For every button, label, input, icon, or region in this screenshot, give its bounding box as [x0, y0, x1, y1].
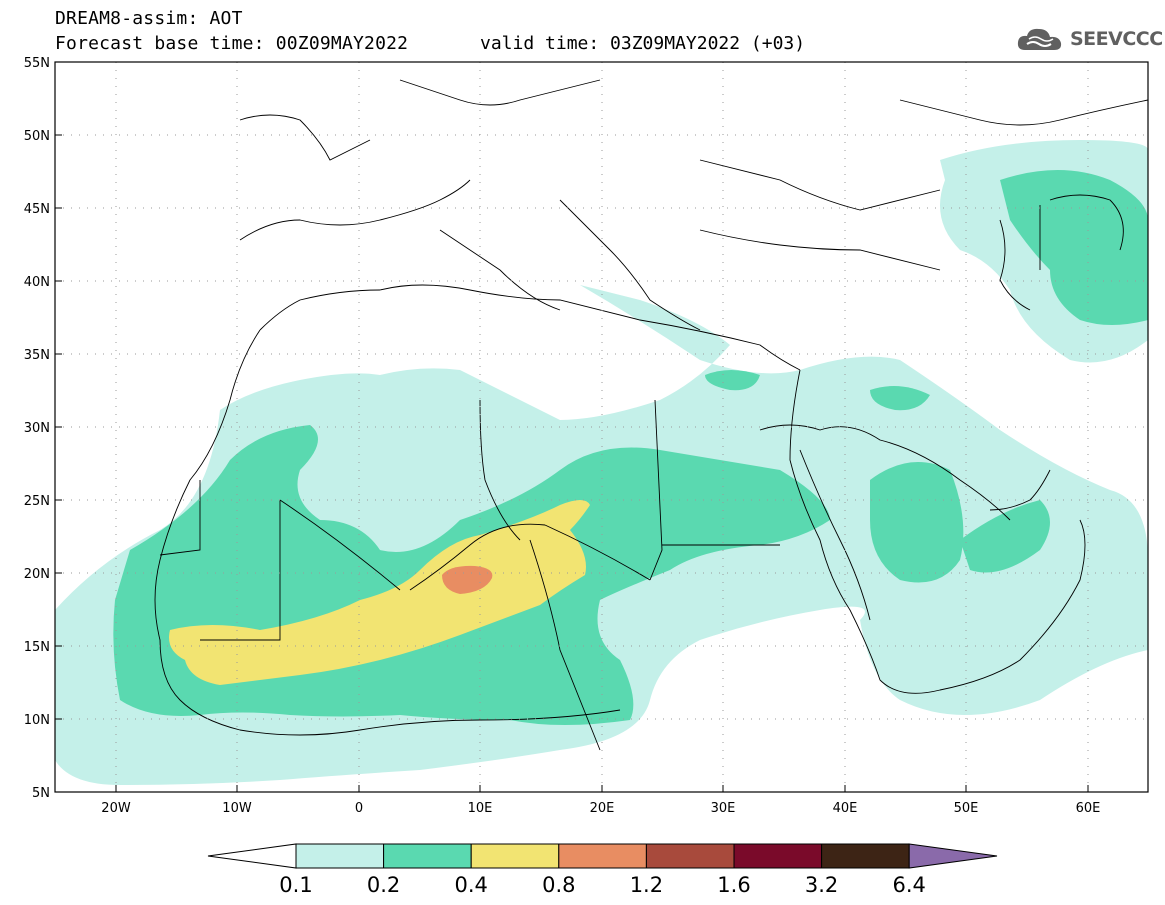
colorbar-label: 0.1: [279, 873, 312, 897]
lat-label: 30N: [24, 421, 50, 436]
valid-time-label: valid time: 03Z09MAY2022 (+03): [480, 33, 806, 54]
aot-contour-0.2-caspian: [1000, 170, 1148, 325]
colorbar-box: [645, 843, 735, 869]
lat-label: 10N: [24, 713, 50, 728]
colorbar-boxes: [207, 843, 998, 869]
coastlines: [154, 79, 1148, 751]
lon-label: 20E: [590, 801, 615, 816]
colorbar-label: 1.6: [717, 873, 750, 897]
lon-label: 10W: [222, 801, 252, 816]
aot-contour-0.2-iraq: [870, 386, 930, 411]
lon-labels: 20W 10W 0 10E 20E 30E 40E 50E 60E: [101, 801, 1100, 816]
lon-label: 30E: [711, 801, 736, 816]
colorbar-under-arrow: [207, 843, 297, 869]
lon-label: 40E: [833, 801, 858, 816]
lat-label: 35N: [24, 348, 50, 363]
lat-labels: 55N 50N 45N 40N 35N 30N 25N 20N 15N 10N …: [24, 56, 50, 801]
colorbar-labels: 0.1 0.2 0.4 0.8 1.2 1.6 3.2 6.4: [279, 873, 926, 897]
base-time-label: Forecast base time: 00Z09MAY2022: [55, 33, 409, 54]
model-title: DREAM8-assim: AOT: [55, 8, 243, 29]
lon-label: 60E: [1076, 801, 1101, 816]
cloud-icon: [1017, 28, 1062, 50]
colorbar-label: 3.2: [805, 873, 838, 897]
colorbar-box: [558, 843, 647, 869]
lat-label: 15N: [24, 640, 50, 655]
lon-label: 50E: [954, 801, 979, 816]
colorbar-box: [733, 843, 823, 869]
colorbar-label: 0.8: [542, 873, 575, 897]
aot-contour-0.4: [169, 500, 590, 685]
logo-text: SEEVCCC: [1070, 28, 1163, 50]
aot-contour-0.2-east: [870, 462, 964, 583]
lat-label: 40N: [24, 275, 50, 290]
lat-label: 25N: [24, 494, 50, 509]
colorbar-label: 6.4: [892, 873, 925, 897]
aot-contour-0.2-med: [705, 370, 760, 391]
colorbar-over-arrow: [908, 843, 998, 869]
colorbar-box: [821, 843, 910, 869]
colorbar-label: 0.4: [454, 873, 487, 897]
lat-lon-grid: [55, 62, 1148, 792]
colorbar-label: 0.2: [367, 873, 400, 897]
lon-label: 10E: [468, 801, 493, 816]
lon-label: 0: [355, 801, 363, 816]
lon-label: 20W: [101, 801, 131, 816]
lat-label: 55N: [24, 56, 50, 71]
lat-label: 50N: [24, 129, 50, 144]
colorbar-label: 1.2: [630, 873, 663, 897]
colorbar-box: [470, 843, 560, 869]
lat-label: 20N: [24, 567, 50, 582]
lat-label: 45N: [24, 202, 50, 217]
colorbar-box: [383, 843, 472, 869]
aot-contour-0.2-gulf: [960, 500, 1050, 573]
lat-label: 5N: [32, 786, 50, 801]
ticks: [55, 61, 1089, 793]
colorbar-box: [295, 843, 385, 869]
